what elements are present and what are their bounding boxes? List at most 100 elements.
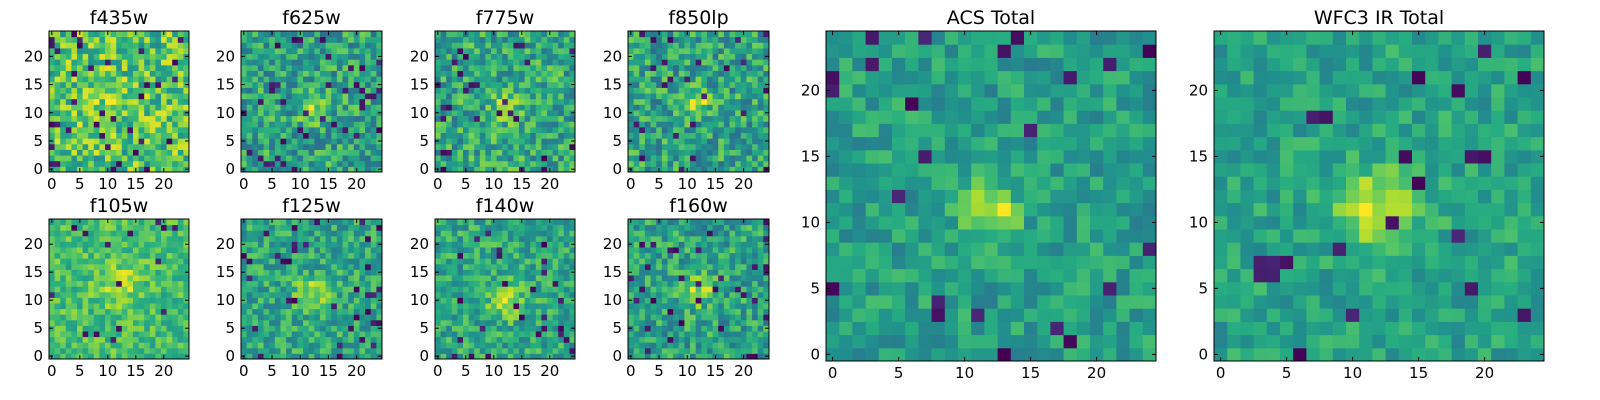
heatmap-cell (71, 31, 78, 38)
heatmap-cell (569, 160, 576, 167)
heatmap-cell (474, 87, 481, 94)
heatmap-cell (342, 347, 349, 354)
heatmap-cell (252, 224, 259, 231)
heatmap-cell (65, 31, 72, 38)
heatmap-cell (735, 155, 742, 162)
heatmap-cell (370, 275, 377, 282)
heatmap-cell (77, 93, 84, 100)
heatmap-cell (183, 263, 190, 270)
heatmap-cell (274, 347, 281, 354)
heatmap-cell (308, 149, 315, 156)
heatmap-cell (297, 319, 304, 326)
heatmap-cell (127, 42, 134, 49)
heatmap-cell (257, 353, 265, 360)
heatmap-cell (370, 353, 377, 360)
heatmap-cell (65, 314, 72, 321)
heatmap-cell (718, 297, 725, 304)
heatmap-cell (563, 109, 570, 117)
heatmap-cell (314, 31, 321, 38)
heatmap-cell (274, 104, 281, 111)
heatmap-cell (435, 155, 442, 162)
heatmap-cell (530, 138, 537, 145)
heatmap-cell (370, 252, 377, 259)
heatmap-cell (241, 115, 248, 122)
heatmap-cell (93, 138, 100, 145)
heatmap-cell (468, 138, 475, 145)
heatmap-cell (468, 132, 475, 139)
heatmap-cell (673, 155, 680, 162)
heatmap-cell (370, 138, 377, 145)
heatmap-cell (639, 59, 646, 66)
heatmap-cell (161, 70, 168, 77)
heatmap-cell (535, 286, 542, 293)
heatmap-cell (246, 235, 253, 242)
heatmap-cell (99, 53, 106, 60)
heatmap-cell (144, 258, 151, 265)
heatmap-cell (746, 31, 753, 38)
heatmap-cell (757, 160, 764, 167)
heatmap-cell (127, 230, 134, 237)
heatmap-cell (342, 104, 349, 111)
heatmap-cell (628, 104, 635, 111)
heatmap-cell (342, 303, 349, 310)
heatmap-cell (563, 297, 570, 304)
heatmap-cell (656, 308, 663, 315)
heatmap-cell (370, 263, 377, 270)
heatmap-cell (718, 36, 725, 43)
heatmap-cell (446, 76, 453, 83)
heatmap-cell (695, 325, 702, 332)
heatmap-cell (138, 291, 145, 298)
heatmap-cell (502, 143, 509, 150)
heatmap-cell (695, 331, 702, 338)
heatmap-cell (474, 325, 481, 332)
heatmap-cell (65, 64, 72, 71)
heatmap-cell (507, 241, 514, 248)
heatmap-cell (457, 98, 464, 105)
heatmap-cell (342, 121, 349, 128)
heatmap-cell (684, 342, 691, 349)
heatmap-cell (446, 325, 453, 332)
heatmap-cell (376, 70, 383, 77)
heatmap-cell (99, 115, 106, 122)
heatmap-cell (183, 319, 190, 326)
heatmap-cell (563, 132, 570, 139)
heatmap-cell (569, 76, 576, 83)
heatmap-cell (116, 47, 123, 55)
heatmap-cell (706, 160, 714, 167)
heatmap-cell (82, 325, 89, 332)
heatmap-cell (650, 42, 657, 49)
heatmap-cell (331, 64, 338, 71)
heatmap-cell (440, 47, 447, 55)
heatmap-cell (336, 275, 344, 282)
heatmap-cell (314, 319, 321, 326)
x-tick-label: 20 (347, 175, 366, 193)
heatmap-cell (479, 308, 486, 315)
heatmap-cell (183, 252, 190, 259)
heatmap-cell (342, 219, 349, 226)
heatmap-cell (440, 258, 447, 265)
heatmap-cell (144, 291, 151, 298)
heatmap-cell (507, 166, 514, 173)
heatmap-cell (269, 143, 276, 150)
heatmap-cell (496, 47, 503, 55)
panel-title: f850lp (668, 7, 728, 29)
heatmap-cell (440, 291, 447, 298)
heatmap-cell (348, 336, 355, 343)
heatmap-cell (729, 70, 736, 77)
heatmap-cell (376, 155, 383, 162)
heatmap-cell (718, 325, 725, 332)
heatmap-cell (336, 81, 344, 88)
heatmap-cell (291, 303, 298, 310)
heatmap-cells-f625w (241, 31, 383, 173)
heatmap-cell (183, 76, 190, 83)
heatmap-cell (252, 126, 259, 134)
heatmap-cell (82, 138, 89, 145)
heatmap-cell (757, 70, 764, 77)
heatmap-cell (729, 31, 736, 38)
heatmap-cell (519, 155, 526, 162)
heatmap-cell (502, 353, 509, 360)
heatmap-cell (496, 121, 503, 128)
heatmap-cell (673, 98, 680, 105)
heatmap-cell (82, 87, 89, 94)
heatmap-cell (133, 331, 140, 338)
